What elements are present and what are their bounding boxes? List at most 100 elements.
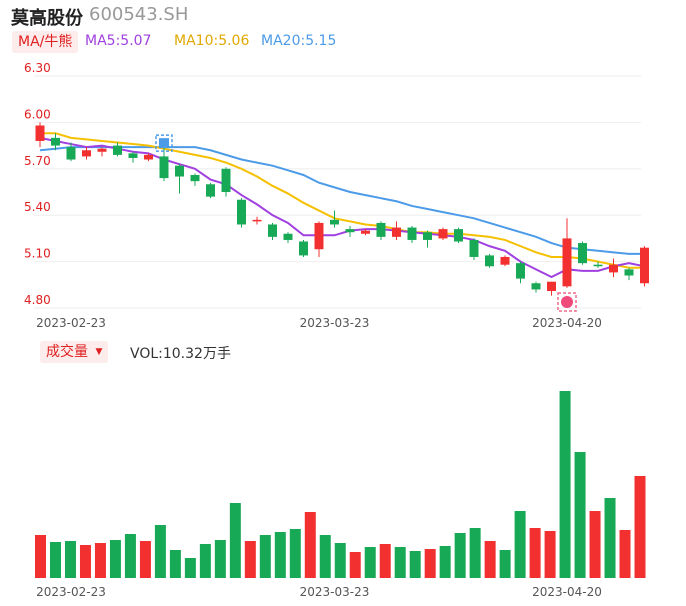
dropdown-arrow-icon: ▼ — [95, 347, 103, 357]
candle-body — [66, 147, 76, 160]
volume-bar — [454, 533, 466, 578]
x-tick-label: 2023-02-23 — [36, 316, 106, 330]
volume-bar — [349, 552, 361, 578]
candle-body — [454, 229, 463, 242]
candle-body — [35, 125, 45, 141]
candle-body — [438, 229, 448, 239]
candle-body — [206, 184, 215, 197]
heart-badge-frame — [557, 292, 577, 312]
candle-body — [376, 222, 386, 237]
volume-bar — [499, 550, 511, 578]
volume-bar — [544, 531, 556, 578]
candle — [469, 238, 479, 261]
volume-bar — [124, 534, 136, 578]
volume-toggle-button[interactable]: 成交量 ▼ — [40, 341, 109, 363]
candle — [51, 133, 60, 151]
candle-body — [407, 227, 417, 240]
candle — [128, 151, 138, 163]
candle — [113, 142, 122, 157]
candle — [361, 229, 370, 236]
volume-bar — [514, 511, 526, 578]
candle — [35, 122, 45, 148]
candle — [547, 281, 556, 296]
x-tick-label: 2023-02-23 — [36, 585, 106, 599]
candle-body — [345, 229, 355, 233]
candle — [500, 255, 510, 267]
volume-bar — [289, 529, 301, 578]
ma20-line — [39, 146, 645, 255]
candle-body — [361, 230, 370, 234]
ma-toggle-button[interactable]: MA/牛熊 — [12, 31, 79, 53]
x-tick-label: 2023-03-23 — [300, 585, 370, 599]
candle — [454, 227, 463, 244]
candle — [423, 230, 432, 248]
candle — [516, 261, 525, 284]
volume-bar — [394, 547, 406, 578]
candle — [97, 147, 107, 157]
volume-bar — [469, 528, 481, 578]
volume-bar — [379, 544, 391, 578]
candle-body — [252, 219, 262, 222]
volume-bar — [334, 543, 346, 578]
candle-body — [159, 156, 169, 179]
candle-body — [392, 227, 401, 237]
candle — [578, 241, 587, 265]
stock-code: 600543.SH — [89, 4, 189, 25]
candle — [144, 153, 153, 162]
ma10-line — [40, 132, 645, 269]
y-tick-label: 4.80 — [24, 293, 51, 307]
candle — [330, 210, 339, 228]
candle — [376, 221, 386, 240]
candle-body — [299, 241, 308, 256]
candle — [268, 222, 277, 240]
candle — [237, 198, 246, 228]
candle-body — [314, 222, 324, 250]
volume-bar — [574, 452, 586, 578]
y-tick-label: 5.40 — [24, 200, 51, 214]
candle-body — [128, 153, 138, 158]
volume-bar — [169, 550, 181, 578]
ma5-label: MA5:5.07 — [85, 33, 152, 49]
ma5-line — [39, 136, 645, 279]
x-tick-label: 2023-04-20 — [532, 585, 602, 599]
candle — [392, 221, 401, 240]
candle-body — [485, 255, 494, 267]
candle — [593, 261, 603, 268]
volume-bar — [409, 551, 421, 578]
candle — [624, 267, 634, 281]
candle — [66, 142, 76, 162]
volume-bar — [319, 535, 331, 578]
candle-body — [97, 148, 107, 152]
candle — [206, 182, 215, 199]
candle — [609, 258, 618, 278]
candle — [438, 227, 448, 240]
candle-body — [640, 247, 649, 284]
volume-bar — [619, 530, 631, 578]
candle — [314, 221, 324, 257]
candle-body — [562, 238, 572, 287]
volume-bar — [214, 540, 226, 578]
candle-body — [531, 283, 541, 290]
candle-body — [82, 150, 91, 157]
candle — [283, 232, 293, 244]
b-square-frame — [155, 134, 173, 152]
volume-bar — [259, 535, 271, 578]
candle-body — [221, 168, 231, 192]
candle — [252, 216, 262, 225]
volume-bar — [199, 544, 211, 578]
candle-body — [175, 165, 184, 177]
volume-bar — [49, 542, 61, 578]
volume-bar — [424, 549, 436, 578]
volume-bar — [229, 503, 241, 578]
heart-badge-fill — [561, 296, 573, 308]
candle-body — [283, 233, 293, 240]
candle-body — [51, 137, 60, 146]
x-tick-label: 2023-03-23 — [300, 316, 370, 330]
candle — [190, 173, 200, 186]
candle-body — [237, 199, 246, 225]
volume-bar — [604, 498, 616, 578]
candle — [531, 281, 541, 293]
volume-bar — [364, 547, 376, 578]
volume-bar — [94, 543, 106, 578]
